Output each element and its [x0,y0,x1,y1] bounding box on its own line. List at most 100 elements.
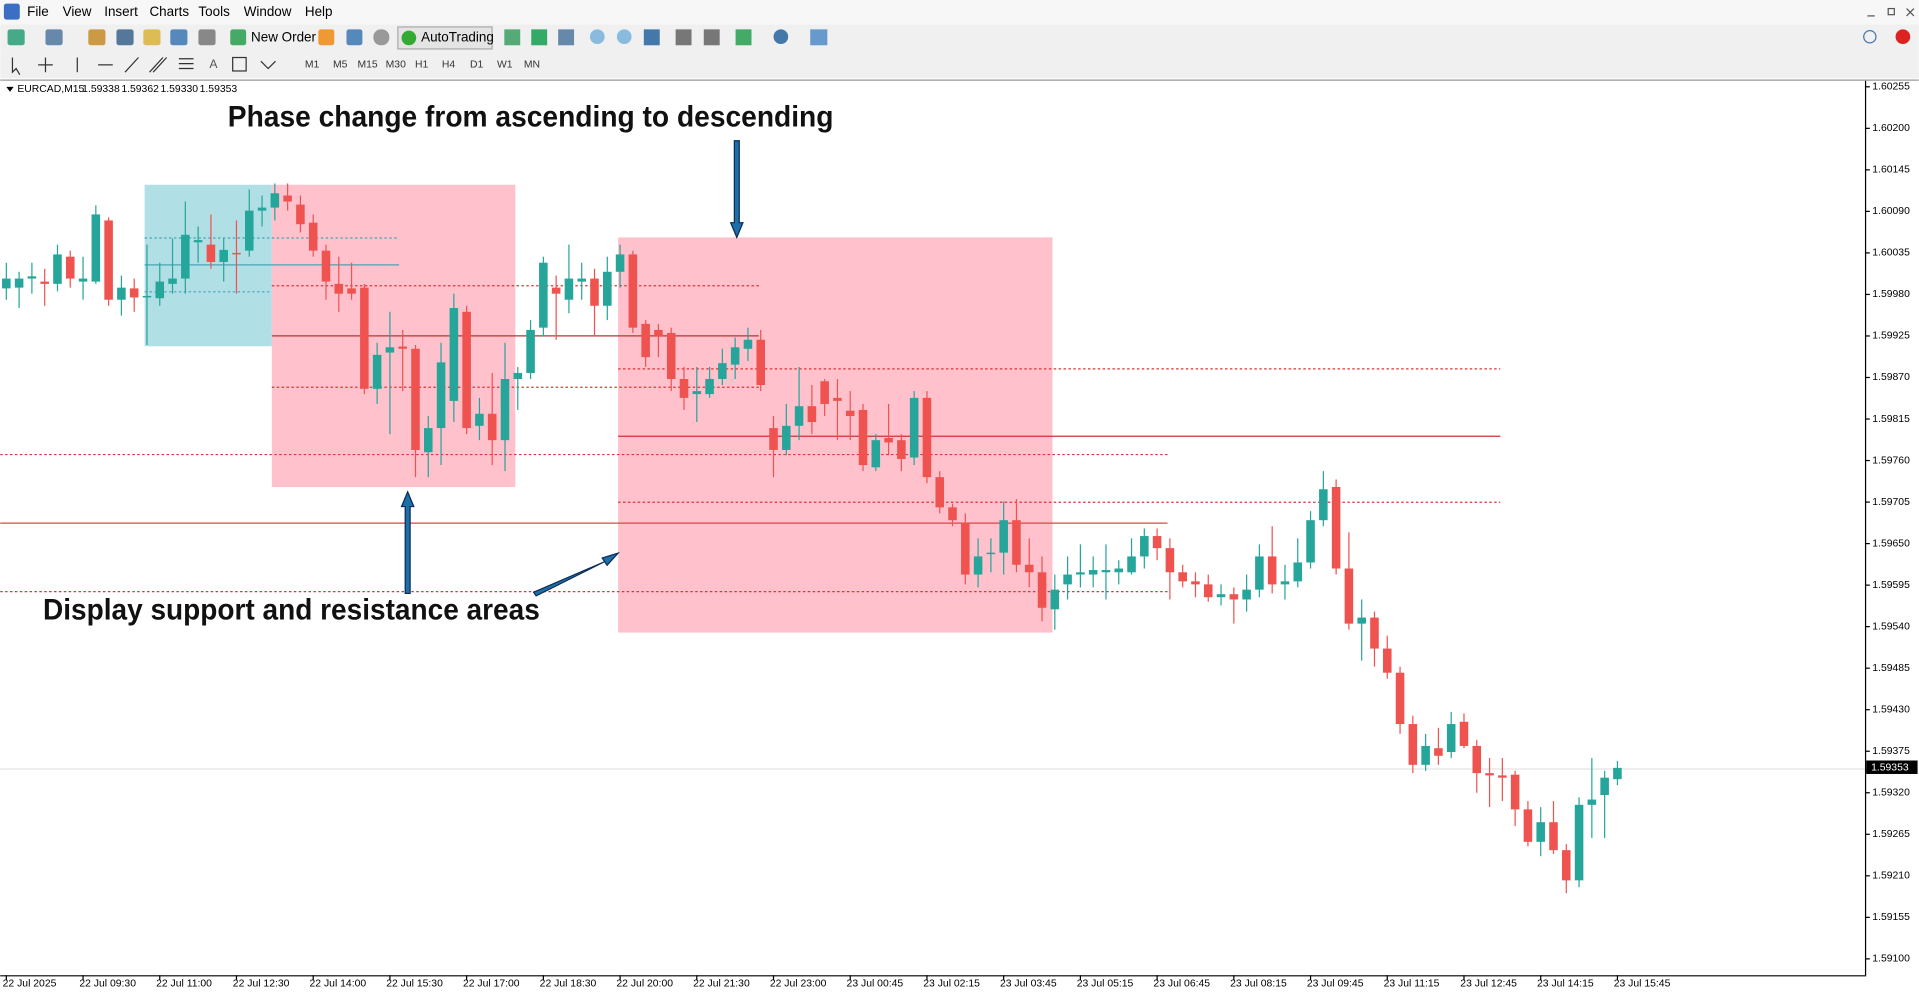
y-tick-label: 1.59540 [1872,621,1910,632]
toolbar-button[interactable] [703,29,720,46]
candle-body [858,409,868,466]
autotrading-label[interactable]: AutoTrading [421,29,494,44]
timeframe-button[interactable]: M5 [333,60,348,71]
toolbar-button[interactable] [643,29,660,46]
arrows-tool[interactable] [260,60,276,70]
candle-body [973,556,983,575]
candle-body [1267,556,1277,585]
candle-body [1280,581,1290,585]
candle-body [449,308,459,401]
toolbar-button[interactable] [170,29,188,46]
toolbar-button[interactable] [7,29,25,46]
timeframe-button[interactable]: MN [524,60,540,71]
y-tick-label: 1.59155 [1872,912,1910,923]
notification-badge[interactable] [1895,29,1911,45]
zoom-out-button[interactable] [616,29,632,45]
toolbar-button[interactable] [346,29,363,46]
menu-item[interactable]: Charts [149,4,189,19]
candle-body [897,440,906,460]
toolbar-button[interactable] [318,29,335,46]
toolbar-button[interactable] [558,29,575,46]
y-tick-label: 1.60035 [1872,248,1910,259]
timeframe-button[interactable]: D1 [470,60,484,71]
candle-body [398,346,407,349]
new-order-button[interactable]: New Order [251,29,316,44]
toolbar-button[interactable] [88,29,106,46]
candle-body [462,311,471,429]
menu-item[interactable]: View [63,4,92,19]
menu-item[interactable]: Insert [104,4,138,19]
y-tick-label: 1.59430 [1872,704,1910,715]
x-tick-label: 22 Jul 18:30 [540,979,597,990]
y-tick-label: 1.59265 [1872,829,1910,840]
channel-tool[interactable] [149,57,168,73]
crosshair-tool[interactable] [38,57,53,73]
candle-body [244,210,254,251]
candle-body [142,295,152,298]
x-tick-label: 23 Jul 12:45 [1460,979,1517,990]
candle-body [1395,672,1405,725]
y-tick-label: 1.59650 [1872,538,1910,549]
candle-body [65,256,75,279]
candle-body [321,250,331,282]
y-tick-label: 1.59320 [1872,788,1910,799]
zoom-in-button[interactable] [589,29,605,45]
cursor-tool[interactable] [11,57,21,75]
candle-body [1485,773,1494,776]
timeframe-button[interactable]: M30 [386,60,406,71]
candle-body [1370,617,1379,649]
toolbar-button[interactable] [810,29,828,46]
toolbar-button[interactable] [373,29,390,46]
autotrading-button[interactable] [397,26,493,50]
menu-item[interactable]: Window [244,4,292,19]
toolbar-button[interactable] [504,29,521,46]
candle-body [1088,570,1098,575]
restore-button[interactable] [1887,7,1895,16]
toolbar-button[interactable] [531,29,548,46]
menu-item[interactable]: File [27,4,49,19]
search-button[interactable] [1863,29,1877,44]
close-button[interactable] [1906,8,1915,17]
toolbar-button[interactable] [143,29,161,46]
candle-body [270,193,280,208]
toolbar-button[interactable] [45,29,63,46]
menu-item[interactable]: Help [305,4,333,19]
toolbar-button[interactable] [116,29,134,46]
candle-body [705,378,714,395]
levels [0,237,1865,770]
trendline-tool[interactable] [124,57,139,73]
y-tick-label: 1.59375 [1872,746,1910,757]
timeframe-button[interactable]: M1 [305,60,320,71]
symbol-label: EURCAD,M15 [17,84,84,95]
candle-body [513,372,523,379]
fibo-tool[interactable] [178,58,194,70]
candle-body [1459,721,1469,746]
timeframe-button[interactable]: H1 [415,60,429,71]
candle-body [104,220,113,300]
timeframe-button[interactable]: W1 [497,60,513,71]
text-tool[interactable]: A [209,57,218,71]
candle-body [1191,581,1200,585]
timeframe-button[interactable]: H4 [442,60,456,71]
candle-body [782,425,791,450]
toolbar-icons [7,26,1911,50]
candle-body [1408,724,1418,765]
toolbar-button[interactable] [675,29,692,46]
toolbar-button[interactable] [773,29,789,45]
candle-body [1523,809,1533,842]
x-tick-label: 23 Jul 02:15 [923,979,980,990]
menu-item[interactable]: Tools [198,4,230,19]
candle-body [871,440,881,468]
new-order-icon[interactable] [230,29,247,46]
candle-body [129,288,139,298]
candle-body [283,195,292,202]
y-tick-label: 1.60145 [1872,165,1910,176]
candle-body [769,428,778,450]
toolbar-button[interactable] [198,29,216,46]
toolbar-button[interactable] [735,29,752,46]
candle-body [1536,822,1545,842]
candle-body [641,323,650,358]
label-tool[interactable] [232,56,247,72]
timeframe-button[interactable]: M15 [357,60,377,71]
candle-body [526,329,535,373]
